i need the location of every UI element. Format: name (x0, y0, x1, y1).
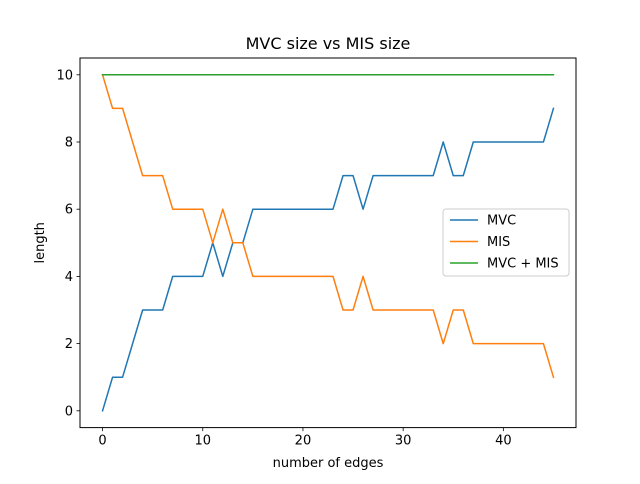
y-tick-label: 6 (65, 203, 73, 218)
legend-entries: MVC MIS MVC + MIS (450, 214, 559, 272)
x-tick-label: 30 (395, 434, 412, 449)
plot-frame (79, 57, 577, 429)
x-tick-label: 10 (194, 434, 211, 449)
legend-label: MVC (487, 214, 516, 229)
chart-title: MVC size vs MIS size (246, 34, 411, 53)
series-line-0 (101, 107, 555, 412)
x-axis-label: number of edges (273, 456, 384, 471)
y-axis-label: length (33, 222, 48, 263)
y-tick-label: 2 (65, 337, 73, 352)
y-tick-label: 4 (65, 270, 73, 285)
x-tick-label: 0 (98, 434, 106, 449)
legend: MVC MIS MVC + MIS (442, 208, 570, 277)
y-tick-label: 8 (65, 136, 73, 151)
y-tick-label: 0 (65, 404, 73, 419)
ticks-layer: 0 10 20 30 40 0 2 4 6 8 10 (56, 68, 511, 448)
series-line-1 (101, 73, 555, 379)
x-tick-label: 20 (295, 434, 312, 449)
x-tick-label: 40 (495, 434, 512, 449)
y-tick-label: 10 (56, 68, 73, 83)
series-layer (101, 73, 555, 412)
legend-label: MVC + MIS (487, 257, 559, 272)
legend-box (442, 208, 570, 277)
legend-label: MIS (487, 235, 510, 250)
